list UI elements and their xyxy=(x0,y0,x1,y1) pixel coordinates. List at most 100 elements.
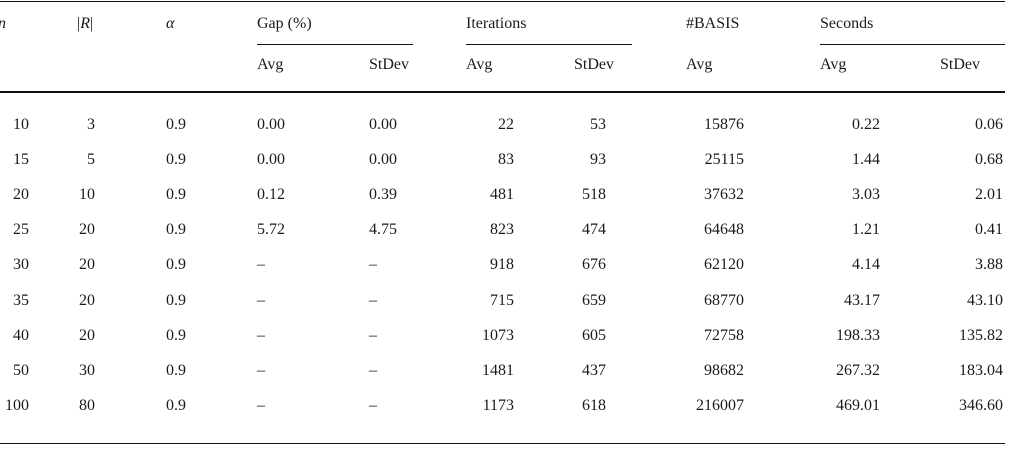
header-r: |R| xyxy=(77,14,93,34)
cell-iter-avg: 823 xyxy=(490,221,514,238)
cell-r: 10 xyxy=(79,186,95,203)
cell-sec-stdev: 0.41 xyxy=(975,221,1003,238)
cell-r: 3 xyxy=(87,116,95,133)
header-sec-stdev: StDev xyxy=(940,56,980,73)
cell-gap-stdev: 4.75 xyxy=(369,221,397,238)
cell-sec-avg: 1.21 xyxy=(852,221,880,238)
table-row: 10 3 0.9 0.00 0.00 22 53 15876 0.22 0.06 xyxy=(0,115,1009,135)
cell-sec-stdev: 0.68 xyxy=(975,151,1003,168)
cell-iter-avg: 918 xyxy=(490,256,514,273)
cell-r: 5 xyxy=(87,151,95,168)
table-row: 25 20 0.9 5.72 4.75 823 474 64648 1.21 0.41 xyxy=(0,220,1009,240)
cell-r: 20 xyxy=(79,256,95,273)
cell-iter-stdev: 605 xyxy=(582,327,606,344)
cell-sec-avg: 267.32 xyxy=(836,362,880,379)
table-top-rule xyxy=(0,1,1005,2)
cell-iter-stdev: 53 xyxy=(590,116,606,133)
cell-iter-avg: 1173 xyxy=(482,397,514,414)
seconds-group-rule xyxy=(820,44,1005,45)
cell-sec-avg: 3.03 xyxy=(852,186,880,203)
cell-iter-avg: 1481 xyxy=(482,362,514,379)
cell-basis-avg: 98682 xyxy=(704,362,744,379)
cell-basis-avg: 64648 xyxy=(704,221,744,238)
header-basis: #BASIS xyxy=(686,15,740,32)
cell-basis-avg: 15876 xyxy=(704,116,744,133)
cell-sec-stdev: 346.60 xyxy=(959,397,1003,414)
cell-alpha: 0.9 xyxy=(166,116,186,133)
cell-alpha: 0.9 xyxy=(166,292,186,309)
table-row: 50 30 0.9 – – 1481 437 98682 267.32 183.04 xyxy=(0,361,1009,381)
cell-iter-avg: 481 xyxy=(490,186,514,203)
cell-basis-avg: 68770 xyxy=(704,292,744,309)
header-r-bar-left: | xyxy=(77,15,81,32)
cell-n: 15 xyxy=(13,151,29,168)
cell-n: 40 xyxy=(13,327,29,344)
cell-r: 30 xyxy=(79,362,95,379)
cell-r: 80 xyxy=(79,397,95,414)
cell-sec-stdev: 135.82 xyxy=(959,327,1003,344)
cell-iter-stdev: 93 xyxy=(590,151,606,168)
cell-alpha: 0.9 xyxy=(166,151,186,168)
cell-n: 100 xyxy=(5,397,29,414)
cell-iter-stdev: 676 xyxy=(582,256,606,273)
table-row: 35 20 0.9 – – 715 659 68770 43.17 43.10 xyxy=(0,291,1009,311)
cell-gap-stdev: – xyxy=(369,327,377,344)
header-r-bar-right: | xyxy=(89,15,94,32)
cell-iter-stdev: 518 xyxy=(582,186,606,203)
cell-gap-stdev: 0.39 xyxy=(369,186,397,203)
cell-basis-avg: 72758 xyxy=(704,327,744,344)
cell-alpha: 0.9 xyxy=(166,327,186,344)
cell-n: 50 xyxy=(13,362,29,379)
header-r-letter: R xyxy=(80,15,90,32)
cell-alpha: 0.9 xyxy=(166,256,186,273)
cell-r: 20 xyxy=(79,327,95,344)
table-row: 20 10 0.9 0.12 0.39 481 518 37632 3.03 2.01 xyxy=(0,185,1009,205)
cell-iter-avg: 83 xyxy=(498,151,514,168)
cell-r: 20 xyxy=(79,292,95,309)
cell-gap-stdev: – xyxy=(369,362,377,379)
header-n: n xyxy=(0,14,6,34)
cell-iter-avg: 22 xyxy=(498,116,514,133)
cell-gap-stdev: – xyxy=(369,256,377,273)
cell-gap-stdev: – xyxy=(369,292,377,309)
cell-gap-avg: – xyxy=(257,362,265,379)
header-sec-avg: Avg xyxy=(820,56,847,73)
cell-sec-avg: 0.22 xyxy=(852,116,880,133)
cell-iter-avg: 1073 xyxy=(482,327,514,344)
cell-sec-stdev: 0.06 xyxy=(975,116,1003,133)
cell-sec-stdev: 3.88 xyxy=(975,256,1003,273)
cell-iter-stdev: 437 xyxy=(582,362,606,379)
cell-alpha: 0.9 xyxy=(166,362,186,379)
cell-gap-avg: 0.12 xyxy=(257,186,285,203)
cell-iter-avg: 715 xyxy=(490,292,514,309)
cell-sec-stdev: 43.10 xyxy=(967,292,1003,309)
cell-n: 10 xyxy=(13,116,29,133)
table-row: 30 20 0.9 – – 918 676 62120 4.14 3.88 xyxy=(0,255,1009,275)
header-alpha: α xyxy=(166,15,175,32)
cell-sec-avg: 4.14 xyxy=(852,256,880,273)
cell-gap-avg: – xyxy=(257,397,265,414)
cell-gap-avg: 0.00 xyxy=(257,116,285,133)
header-gap: Gap (%) xyxy=(257,15,312,32)
cell-sec-avg: 469.01 xyxy=(836,397,880,414)
table-row: 15 5 0.9 0.00 0.00 83 93 25115 1.44 0.68 xyxy=(0,150,1009,170)
cell-sec-avg: 198.33 xyxy=(836,327,880,344)
cell-alpha: 0.9 xyxy=(166,221,186,238)
table-header-rule xyxy=(0,91,1005,93)
header-basis-avg: Avg xyxy=(686,56,713,73)
table-bottom-rule xyxy=(0,443,1005,444)
iterations-group-rule xyxy=(466,44,632,45)
gap-group-rule xyxy=(257,44,413,45)
cell-gap-avg: 0.00 xyxy=(257,151,285,168)
header-gap-avg: Avg xyxy=(257,56,284,73)
cell-basis-avg: 37632 xyxy=(704,186,744,203)
cell-sec-avg: 1.44 xyxy=(852,151,880,168)
cell-r: 20 xyxy=(79,221,95,238)
cell-gap-avg: – xyxy=(257,256,265,273)
cell-gap-avg: 5.72 xyxy=(257,221,285,238)
cell-gap-stdev: – xyxy=(369,397,377,414)
cell-sec-stdev: 2.01 xyxy=(975,186,1003,203)
cell-iter-stdev: 474 xyxy=(582,221,606,238)
cell-sec-avg: 43.17 xyxy=(844,292,880,309)
table-row: 100 80 0.9 – – 1173 618 216007 469.01 346.60 xyxy=(0,396,1009,416)
